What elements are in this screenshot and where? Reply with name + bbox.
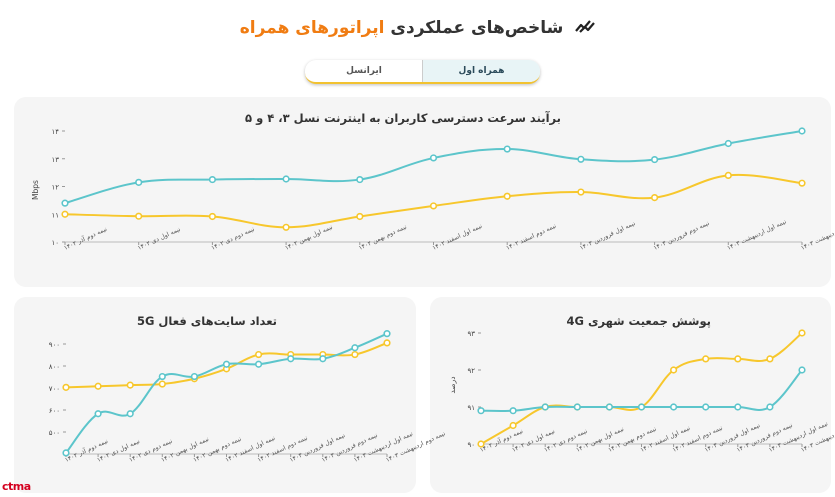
sites-card [14,297,416,493]
sites-data-point [94,410,102,418]
sites-ytick-label: ۹۰۰ [49,341,60,349]
coverage-chart-title: پوشش جمعیت شهری 4G [566,314,711,328]
coverage-data-point [734,403,742,411]
speed-data-point [282,223,290,231]
sites-data-point [383,330,391,338]
speed-ytick-label: ۱۰ [51,239,59,247]
trend-icon [575,18,596,38]
speed-ytick-label: ۱۴ [51,128,59,136]
coverage-card [430,297,831,493]
speed-data-point [61,199,69,207]
coverage-data-point [734,355,742,363]
speed-data-point [724,171,732,179]
coverage-data-point [477,440,485,448]
coverage-data-point [798,366,806,374]
speed-data-point [61,210,69,218]
speed-data-point [798,127,806,135]
speed-card [14,97,831,287]
coverage-data-point [509,407,517,415]
speed-data-point [208,212,216,221]
sites-ytick-label: ۷۰۰ [49,385,60,393]
sites-data-point [351,350,359,359]
coverage-y-axis-label: درصد [448,376,457,393]
coverage-data-point [605,403,614,411]
sites-ytick-label: ۶۰۰ [49,407,60,415]
sites-data-point [126,381,134,389]
sites-data-point [62,383,70,391]
coverage-data-point [702,355,710,363]
speed-ytick-label: ۱۱ [51,211,59,219]
sites-data-point [158,380,166,388]
speed-chart-title: برآیند سرعت دسترسی کاربران به اینترنت نس… [245,111,561,125]
speed-data-point [429,154,438,162]
speed-y-axis-label: Mbps [31,180,40,200]
coverage-xtick-label: نیمه اول فروردین ۱۴۰۳ [704,422,762,454]
sites-data-point [62,449,70,457]
title-main: شاخص‌های عملکردی [390,18,564,38]
speed-data-point [503,192,511,200]
speed-data-point [503,145,511,153]
speed-data-point [577,155,585,163]
coverage-data-point [509,421,517,430]
tab-irancell[interactable]: ایرانسل [346,66,382,76]
speed-data-point [135,178,143,186]
coverage-data-point [766,403,774,411]
speed-data-point [356,212,364,221]
sites-data-point [287,355,295,363]
sites-data-point [255,350,263,359]
tab-mci[interactable]: همراه اول [422,60,540,82]
speed-data-point [577,188,585,196]
coverage-data-point [637,403,646,411]
speed-data-point [135,212,143,220]
brand-logo: ctma [2,480,31,493]
coverage-xtick-label: نیمه دوم فروردین ۱۴۰۳ [736,422,794,454]
sites-data-point [383,339,391,347]
coverage-data-point [766,355,774,363]
coverage-data-point [573,403,581,411]
sites-data-point [319,355,327,363]
speed-data-point [798,179,806,187]
speed-data-point [650,155,659,164]
sites-data-point [158,372,166,381]
sites-data-point [126,410,134,418]
speed-data-point [282,175,290,183]
operator-toggle[interactable]: همراه اول ایرانسل [305,60,540,84]
speed-data-point [356,175,364,184]
coverage-ytick-label: ۹۲ [467,367,475,375]
sites-data-point [94,382,102,390]
coverage-data-point [702,403,710,411]
sites-data-point [222,360,231,368]
sites-data-point [255,360,263,368]
coverage-data-point [477,407,485,415]
coverage-data-point [669,366,678,374]
speed-data-point [208,175,216,184]
speed-data-point [724,139,732,148]
sites-data-point [351,344,359,352]
speed-ytick-label: ۱۳ [51,156,59,164]
sites-ytick-label: ۵۰۰ [49,429,60,437]
sites-data-point [190,372,198,381]
coverage-data-point [541,403,549,411]
title-accent: اپراتورهای همراه [239,18,385,38]
coverage-ytick-label: ۹۱ [467,404,475,412]
speed-ytick-label: ۱۲ [51,184,59,192]
page-title: شاخص‌های عملکردی اپراتورهای همراه [0,18,835,38]
coverage-ytick-label: ۹۳ [467,330,475,338]
coverage-ytick-label: ۹۰ [467,441,475,449]
speed-data-point [429,202,438,210]
sites-ytick-label: ۸۰۰ [49,363,60,371]
coverage-data-point [669,403,678,411]
speed-data-point [650,194,659,202]
coverage-data-point [798,329,806,337]
sites-chart-title: تعداد سایت‌های فعال 5G [136,314,277,328]
